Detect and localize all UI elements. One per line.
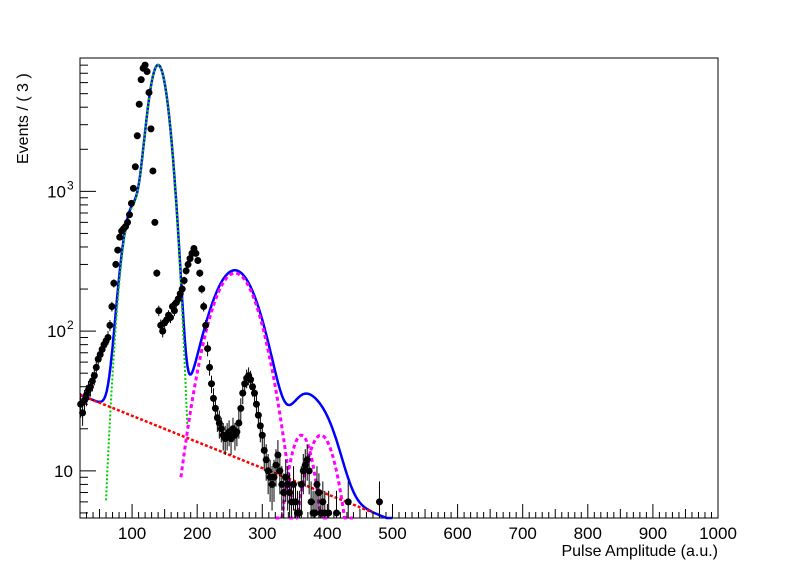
data-point [333,509,341,517]
data-point [153,269,161,277]
data-point [106,321,114,329]
data-point [178,285,186,293]
x-tick-label: 200 [183,524,211,543]
data-point [141,61,149,69]
data-point [194,257,202,265]
data-point [166,314,174,322]
data-point [375,498,383,506]
data-point [137,76,145,84]
data-point [133,132,141,140]
data-point [305,467,313,475]
y-tick-label: 10 [54,462,73,481]
data-point [104,334,112,342]
y-tick-label: 10 [47,322,66,341]
data-point [110,279,118,287]
data-point [202,321,210,329]
data-point [127,199,135,207]
data-point [182,267,190,275]
background-curve [79,393,374,514]
data-point [170,307,178,315]
data-point [147,125,155,133]
data-point [155,307,163,315]
x-tick-label: 100 [118,524,146,543]
data-points [77,61,383,518]
data-point [159,327,167,335]
data-point [114,246,122,254]
data-point [129,184,137,192]
data-point [116,233,124,241]
data-point [204,345,212,353]
y-tick-exponent: 3 [67,178,74,192]
x-tick-label: 600 [443,524,471,543]
data-point [344,498,352,506]
data-point [186,255,194,263]
data-point [112,260,120,268]
data-point [196,269,204,277]
data-point [311,509,319,517]
data-point [135,100,143,108]
y-axis-label: Events / ( 3 ) [15,73,32,164]
x-axis-ticks [79,504,719,518]
data-point [200,303,208,311]
y-tick-label: 10 [47,182,66,201]
total-fit-curve [79,63,393,520]
x-axis-label: Pulse Amplitude (a.u.) [561,543,718,560]
y-axis-ticks [80,57,96,514]
x-tick-label: 300 [248,524,276,543]
x-tick-label: 900 [639,524,667,543]
data-point [145,88,153,96]
data-point [151,218,159,226]
plot-frame [79,57,719,519]
fit-curves [79,63,393,520]
x-tick-label: 400 [313,524,341,543]
x-tick-label: 1000 [699,524,737,543]
x-tick-label: 800 [574,524,602,543]
data-point [125,211,133,219]
data-point [143,68,151,76]
data-point [235,419,243,427]
x-tick-label: 500 [378,524,406,543]
main-peak-curve [105,64,189,501]
data-point [108,303,116,311]
data-point [192,249,200,257]
data-point [180,277,188,285]
x-tick-labels: 100 200 300 400 500 600 700 800 900 1000 [118,524,737,543]
data-point [325,509,333,517]
data-point [198,285,206,293]
data-point [184,260,192,268]
x-tick-label: 700 [509,524,537,543]
data-point [131,163,139,171]
data-point [149,167,157,175]
y-tick-exponent: 2 [67,318,74,332]
data-point [208,380,216,388]
data-point [206,363,214,371]
data-point [124,218,132,226]
data-point [237,404,245,412]
